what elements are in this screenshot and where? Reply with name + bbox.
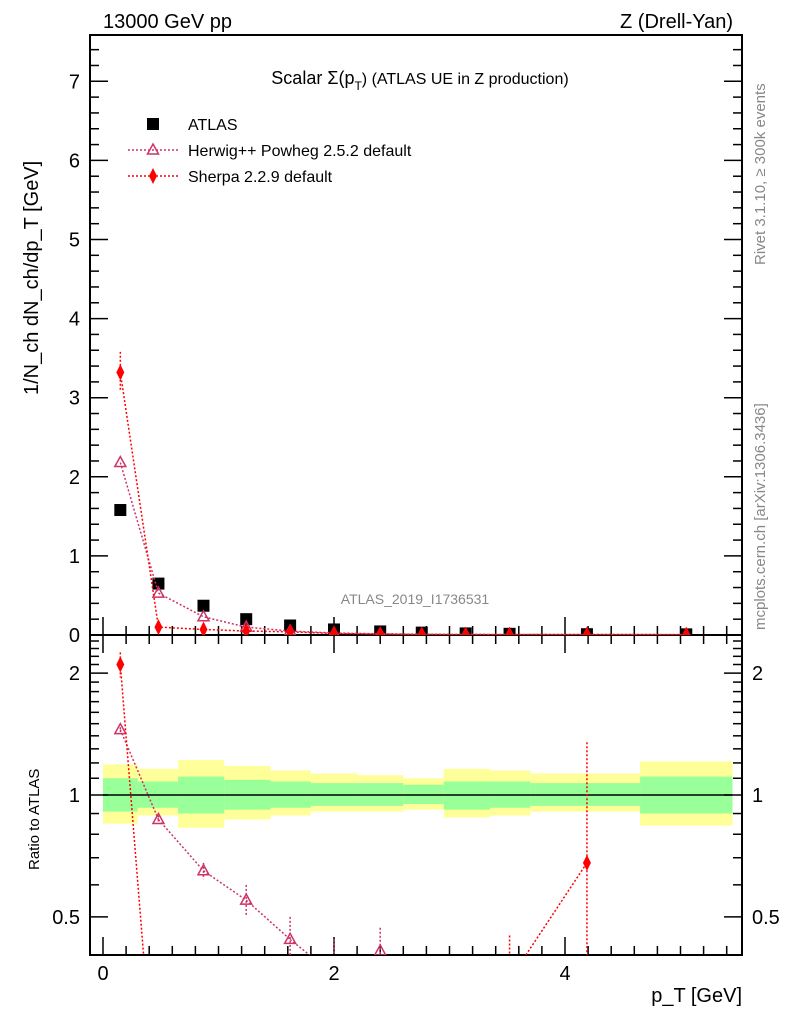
data-point xyxy=(114,504,127,517)
legend-marker xyxy=(146,142,160,155)
y-tick-label: 2 xyxy=(69,467,80,489)
y-axis-label: 1/N_ch dN_ch/dp_T [GeV] xyxy=(21,161,43,395)
data-point xyxy=(113,455,128,468)
ratio-data-point xyxy=(113,722,128,735)
ratio-series-line xyxy=(289,938,310,955)
ratio-data-point xyxy=(373,943,387,955)
y-tick-label: 7 xyxy=(69,71,80,93)
legend-marker xyxy=(147,118,159,130)
ratio-data-point xyxy=(196,863,211,876)
x-tick-label: 2 xyxy=(328,963,339,985)
legend-marker xyxy=(149,168,157,184)
ratio-data-point xyxy=(582,854,591,871)
legend-label: Sherpa 2.2.9 default xyxy=(188,169,333,186)
series-line xyxy=(119,372,687,635)
data-point xyxy=(376,626,385,635)
y-tick-label: 0 xyxy=(69,625,80,647)
y-tick-label: 6 xyxy=(69,150,80,172)
ratio-y-tick-label-right: 0.5 xyxy=(752,907,780,929)
data-point xyxy=(242,623,251,635)
ratio-data-point xyxy=(239,892,253,905)
ratio-y-tick-label-right: 2 xyxy=(752,663,763,685)
header-left: 13000 GeV pp xyxy=(103,11,232,33)
ratio-y-tick-label: 1 xyxy=(69,785,80,807)
y-tick-label: 1 xyxy=(69,546,80,568)
data-point xyxy=(582,626,591,635)
ratio-y-tick-label: 2 xyxy=(69,663,80,685)
data-point xyxy=(154,619,163,635)
ratio-series-line xyxy=(203,870,247,901)
x-tick-label: 4 xyxy=(559,963,570,985)
ratio-data-point xyxy=(116,656,125,673)
legend: ATLAS Herwig++ Powheg 2.5.2 default Sherpa… xyxy=(128,117,412,186)
data-point xyxy=(116,364,125,381)
ratio-data-point xyxy=(283,931,297,945)
header-right: Z (Drell-Yan) xyxy=(620,11,733,33)
data-point xyxy=(461,626,470,635)
ratio-y-tick-label: 0.5 xyxy=(52,907,80,929)
data-point xyxy=(505,626,514,635)
mcplots-label: mcplots.cern.ch [arXiv:1306.3436] xyxy=(752,403,769,630)
legend-label: ATLAS xyxy=(188,117,238,134)
data-point xyxy=(196,609,211,622)
x-axis-label: p_T [GeV] xyxy=(651,985,742,1007)
ratio-series-line xyxy=(245,899,291,940)
y-tick-label: 4 xyxy=(69,309,80,331)
data-point xyxy=(240,613,253,626)
data-point xyxy=(197,599,210,612)
x-tick-label: 0 xyxy=(97,963,108,985)
data-point xyxy=(417,626,426,635)
ratio-series-line xyxy=(157,818,205,872)
ratio-plot-marks xyxy=(113,652,591,955)
ratio-data-point xyxy=(151,811,166,825)
main-plot-marks xyxy=(113,351,693,635)
y-tick-label: 3 xyxy=(69,388,80,410)
data-point xyxy=(286,623,295,635)
y-tick-label: 5 xyxy=(69,230,80,252)
data-point xyxy=(151,585,166,598)
ratio-series-line xyxy=(119,664,145,955)
ratio-y-tick-label-right: 1 xyxy=(752,785,763,807)
ratio-y-axis-label: Ratio to ATLAS xyxy=(26,769,43,870)
ratio-series-line xyxy=(525,862,588,955)
data-point xyxy=(682,626,691,635)
data-point xyxy=(330,625,338,635)
plot-title: Scalar Σ(pT) (ATLAS UE in Z production) xyxy=(271,68,568,93)
rivet-label: Rivet 3.1.10, ≥ 300k events xyxy=(752,83,769,265)
data-point xyxy=(152,577,165,590)
legend-label: Herwig++ Powheg 2.5.2 default xyxy=(188,143,412,160)
data-point xyxy=(199,621,208,635)
analysis-watermark: ATLAS_2019_I1736531 xyxy=(341,591,490,607)
